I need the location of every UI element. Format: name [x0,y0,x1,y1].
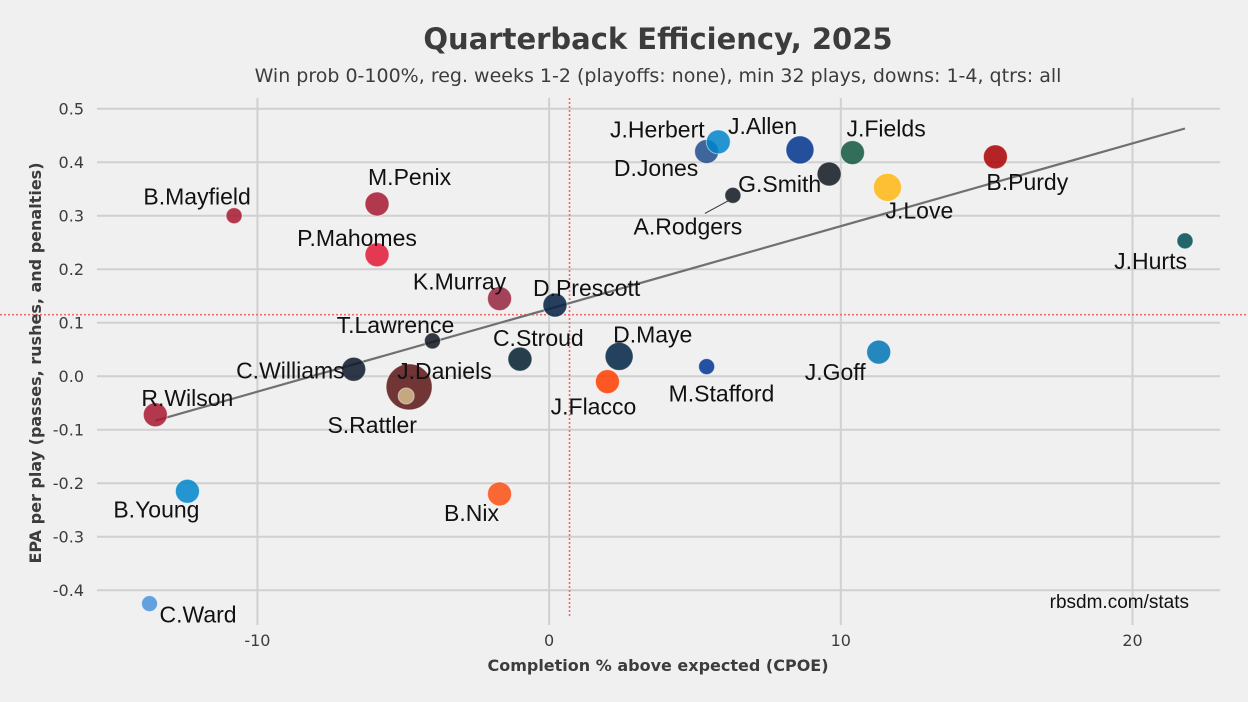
y-axis-label: EPA per play (passes, rushes, and penalt… [26,162,45,563]
label-leader-line [704,199,730,214]
point-j-allen[interactable] [785,135,815,165]
x-tick-label: 0 [544,631,554,650]
y-axis-ticks: 0.5 0.4 0.3 0.2 0.1 0.0 -0.1 -0.2 -0.3 -0.4 [53,100,84,601]
point-b-young[interactable] [174,478,200,504]
label-j-flacco: J.Flacco [551,394,637,420]
point-d-prescott[interactable] [542,292,568,318]
label-j-fields: J.Fields [846,116,925,142]
label-s-rattler: S.Rattler [327,412,417,438]
point-c-williams[interactable] [341,356,367,382]
source-credit: rbsdm.com/stats [1050,592,1189,613]
trendline [155,127,1186,422]
gridlines [97,98,1220,625]
point-j-hurts[interactable] [1176,232,1194,250]
point-g-smith[interactable] [816,161,842,187]
label-m-stafford: M.Stafford [669,381,775,407]
player-labels: J.Herbert J.Allen D.Jones J.Fields B.Purdy A.… [113,113,1187,628]
label-k-murray: K.Murray [413,269,507,295]
x-axis-ticks: -10 0 10 20 [244,631,1142,650]
point-b-purdy[interactable] [982,144,1008,170]
label-g-smith: G.Smith [738,171,821,197]
point-j-daniels[interactable] [385,363,433,411]
data-points [141,129,1194,613]
label-j-allen: J.Allen [728,113,797,139]
label-c-williams: C.Williams [236,357,345,383]
point-a-rodgers[interactable] [724,186,742,204]
point-m-stafford[interactable] [698,358,716,376]
point-d-maye[interactable] [604,341,634,371]
point-r-wilson[interactable] [142,402,168,428]
point-s-rattler[interactable] [397,387,415,405]
point-j-love[interactable] [872,172,902,202]
point-j-goff[interactable] [866,339,892,365]
point-c-stroud[interactable] [507,346,533,372]
point-j-flacco[interactable] [594,369,620,395]
x-tick-label: 20 [1122,631,1142,650]
point-b-nix[interactable] [487,481,513,507]
chart-subtitle: Win prob 0-100%, reg. weeks 1-2 (playoff… [255,65,1062,87]
x-tick-label: -10 [244,631,270,650]
trendline-group [155,127,1186,422]
label-c-stroud: C.Stroud [493,325,584,351]
y-tick-label: 0.3 [59,207,84,226]
label-r-wilson: R.Wilson [141,385,233,411]
y-tick-label: 0.0 [59,367,84,386]
label-j-herbert: J.Herbert [610,117,705,143]
mean-lines [0,98,1248,617]
y-tick-label: 0.2 [59,260,84,279]
label-c-ward: C.Ward [160,602,237,628]
label-b-young: B.Young [113,496,199,522]
y-tick-label: 0.1 [59,314,84,333]
y-tick-label: -0.4 [53,581,84,600]
x-tick-label: 10 [831,631,851,650]
point-d-jones[interactable] [705,129,731,155]
point-t-lawrence[interactable] [423,332,441,350]
x-axis-label: Completion % above expected (CPOE) [487,656,828,675]
chart-title: Quarterback Efficiency, 2025 [423,22,892,56]
y-tick-label: -0.3 [53,528,84,547]
point-b-mayfield[interactable] [225,207,243,225]
point-p-mahomes[interactable] [364,242,390,268]
label-d-prescott: D.Prescott [533,275,641,301]
label-p-mahomes: P.Mahomes [297,225,417,251]
label-j-daniels: J.Daniels [397,358,492,384]
label-t-lawrence: T.Lawrence [337,312,455,338]
label-b-mayfield: B.Mayfield [143,184,250,210]
y-tick-label: -0.2 [53,474,84,493]
point-m-penix[interactable] [364,191,390,217]
label-d-maye: D.Maye [613,321,692,347]
label-j-goff: J.Goff [805,359,867,385]
label-b-nix: B.Nix [444,500,499,526]
label-j-love: J.Love [885,197,953,223]
label-j-hurts: J.Hurts [1114,248,1187,274]
point-c-ward[interactable] [141,595,159,613]
point-j-fields[interactable] [839,140,865,166]
y-tick-label: -0.1 [53,421,84,440]
y-tick-label: 0.4 [59,153,84,172]
label-a-rodgers: A.Rodgers [634,213,743,239]
point-k-murray[interactable] [487,286,513,312]
y-tick-label: 0.5 [59,100,84,119]
label-d-jones: D.Jones [614,155,698,181]
label-b-purdy: B.Purdy [986,169,1068,195]
label-m-penix: M.Penix [368,164,452,190]
